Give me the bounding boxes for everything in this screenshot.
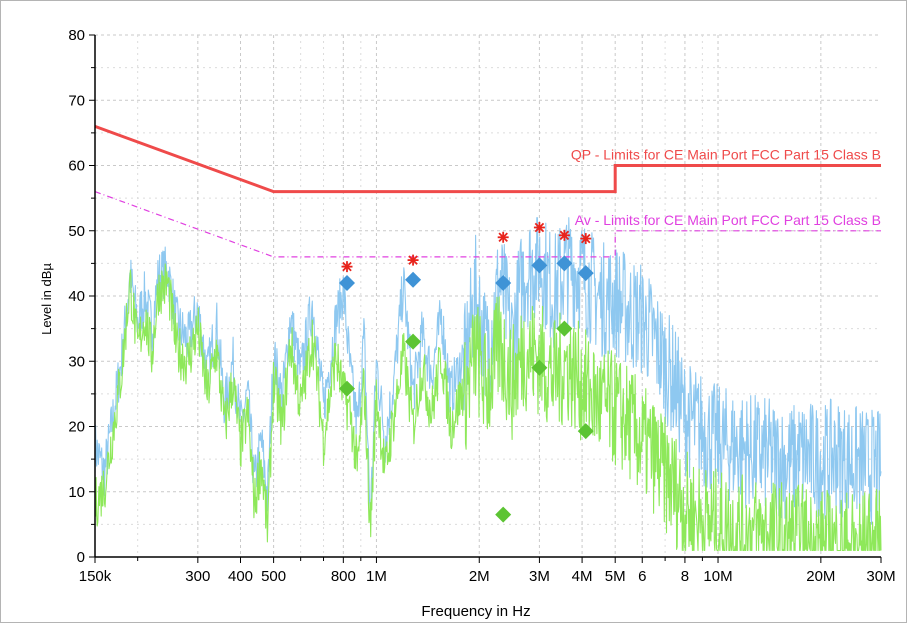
x-tick-label: 8: [681, 568, 689, 585]
quasi-peak-marker: [405, 271, 422, 288]
limit-lines: QP - Limits for CE Main Port FCC Part 15…: [94, 124, 881, 258]
quasi-peak-marker: [338, 274, 355, 291]
quasi-peak-marker: [577, 265, 594, 282]
x-tick-label: 4M: [572, 568, 593, 585]
x-tick-label: 300: [185, 568, 210, 585]
y-tick-label: 80: [68, 27, 85, 44]
quasi-peak-marker: [495, 274, 512, 291]
average-marker: [531, 359, 548, 376]
x-tick-label: 500: [261, 568, 286, 585]
y-tick-label: 0: [77, 549, 85, 566]
x-axis-title: Frequency in Hz: [421, 603, 530, 620]
av-limit-label: Av - Limits for CE Main Port FCC Part 15…: [575, 212, 881, 228]
x-tick-label: 30M: [866, 568, 895, 585]
x-tick-label: 2M: [469, 568, 490, 585]
y-axis-title: Level in dBµ: [39, 263, 54, 335]
x-tick-label: 10M: [703, 568, 732, 585]
y-tick-label: 70: [68, 92, 85, 109]
x-tick-label: 800: [331, 568, 356, 585]
quasi-peak-marker: [556, 255, 573, 272]
average-marker: [556, 320, 573, 337]
grid: [95, 34, 881, 557]
qp-limit-line: [94, 124, 881, 194]
peak-marker: [558, 229, 570, 241]
av-limit-line: [94, 191, 881, 258]
average-marker: [338, 380, 355, 397]
quasi-peak-marker: [531, 257, 548, 274]
y-tick-label: 50: [68, 223, 85, 240]
peak-marker: [341, 261, 353, 273]
axes: 0 10 20 30 40 50 60 70 80 150k 300 400 500 800 1M 2M 3M 4…: [68, 27, 895, 585]
average-trace: [94, 263, 882, 552]
final-measurement-markers: [338, 221, 594, 523]
peak-marker: [407, 254, 419, 266]
average-marker: [405, 333, 422, 350]
y-tick-label: 20: [68, 419, 85, 436]
x-tick-label: 6: [638, 568, 646, 585]
x-tick-label: 400: [228, 568, 253, 585]
y-tick-label: 30: [68, 353, 85, 370]
peak-marker: [533, 221, 545, 233]
x-tick-label: 5M: [605, 568, 626, 585]
x-tick-label: 1M: [366, 568, 387, 585]
x-tick-label: 20M: [806, 568, 835, 585]
peak-marker: [580, 233, 592, 245]
x-tick-label: 150k: [79, 568, 112, 585]
y-tick-label: 40: [68, 288, 85, 305]
peak-marker: [497, 231, 509, 243]
y-tick-label: 10: [68, 484, 85, 501]
y-tick-label: 60: [68, 158, 85, 175]
average-marker: [495, 506, 512, 523]
average-marker: [577, 423, 594, 440]
measurement-traces: [94, 217, 882, 552]
qp-limit-label: QP - Limits for CE Main Port FCC Part 15…: [571, 147, 881, 163]
x-tick-label: 3M: [529, 568, 550, 585]
